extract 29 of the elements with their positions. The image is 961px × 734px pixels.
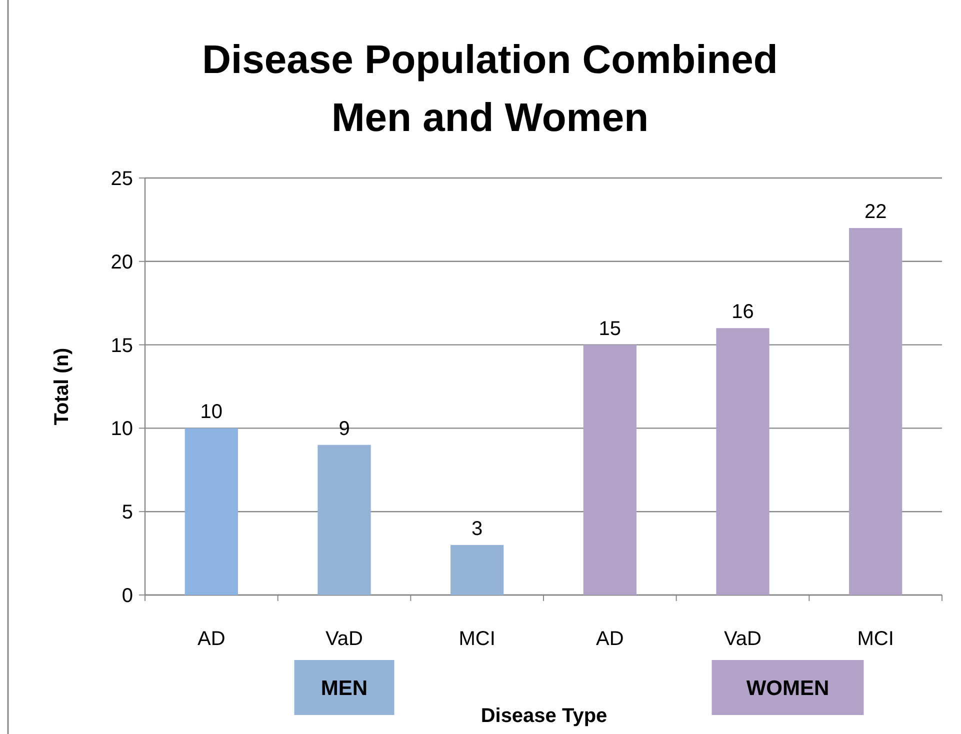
x-tick-label: VaD: [724, 628, 762, 650]
data-label: 9: [338, 418, 350, 440]
bar: [849, 228, 902, 595]
text: MEN: [320, 677, 368, 700]
y-tick-label: 25: [110, 168, 133, 190]
x-tick-label: MCI: [857, 628, 894, 650]
bar: [583, 344, 636, 595]
x-tick-label: VaD: [326, 628, 363, 650]
chart-title: Disease Population Combined Men and Women: [202, 38, 778, 140]
bar: [318, 444, 371, 595]
x-tick-label: AD: [198, 628, 226, 650]
y-tick-label: 10: [110, 418, 133, 440]
data-label: 3: [472, 518, 483, 540]
x-tick-label: MCI: [458, 628, 496, 650]
y-tick-label: 20: [110, 251, 133, 274]
data-label: 10: [200, 401, 223, 424]
x-axis-title: Disease Type: [480, 705, 608, 727]
y-axis-title: Total (n): [51, 348, 73, 426]
bar: [716, 328, 770, 595]
y-tick-label: 15: [110, 334, 133, 357]
y-tick-label: 0: [122, 585, 133, 607]
bar: [450, 544, 504, 595]
x-tick-label: AD: [596, 628, 624, 650]
bar: [184, 428, 238, 595]
data-label: 22: [864, 201, 887, 224]
data-label: 15: [598, 318, 622, 340]
y-tick-label: 5: [122, 502, 133, 524]
data-label: 16: [732, 301, 754, 324]
text: WOMEN: [746, 677, 830, 700]
